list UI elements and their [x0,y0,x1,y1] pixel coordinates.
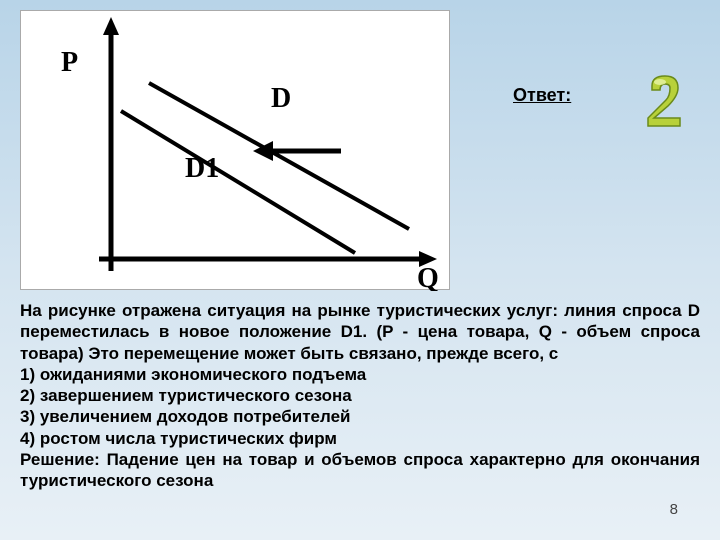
y-axis-arrow [103,17,119,35]
line-label-d1: D1 [185,153,219,184]
question-block: На рисунке отражена ситуация на рынке ту… [20,300,700,491]
question-intro: На рисунке отражена ситуация на рынке ту… [20,300,700,364]
option-1: 1) ожиданиями экономического подъема [20,364,700,385]
axis-label-q: Q [417,263,439,291]
option-4: 4) ростом числа туристических фирм [20,428,700,449]
option-3: 3) увеличением доходов потребителей [20,406,700,427]
option-2: 2) завершением туристического сезона [20,385,700,406]
demand-chart: P Q D D1 [20,10,450,290]
slide-number: 8 [670,501,678,518]
answer-label: Ответ: [513,85,571,106]
line-label-d: D [271,83,291,114]
badge-highlight [654,79,666,85]
axis-label-p: P [61,47,78,78]
answer-number-badge [640,70,690,130]
chart-svg: P Q D D1 [21,11,451,291]
solution-text: Решение: Падение цен на товар и объемов … [20,449,700,492]
